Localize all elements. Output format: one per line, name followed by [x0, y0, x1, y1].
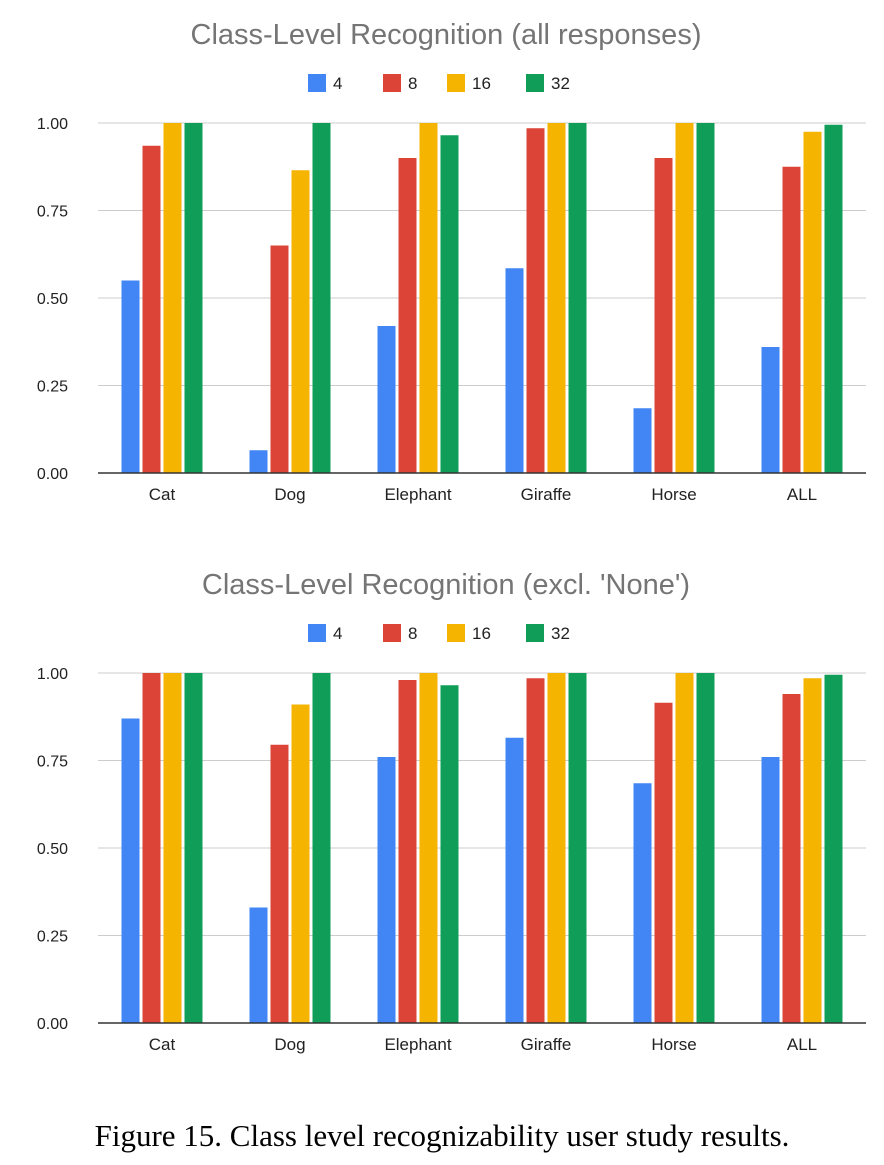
x-tick-label: Dog: [274, 485, 305, 504]
bar-all-4: [761, 347, 780, 473]
bar-horse-16: [675, 123, 694, 473]
bar-giraffe-32: [568, 123, 587, 473]
bar-horse-16: [675, 673, 694, 1023]
y-tick-label: 0.25: [37, 929, 68, 946]
legend-label-8: 8: [408, 624, 417, 643]
chart-all-responses: Class-Level Recognition (all responses) 4…: [0, 0, 884, 520]
x-tick-label: Elephant: [384, 485, 451, 504]
bar-giraffe-4: [505, 737, 524, 1023]
bar-all-8: [782, 694, 801, 1023]
bar-horse-8: [654, 158, 673, 473]
legend-label-16: 16: [472, 74, 491, 93]
legend-label-4: 4: [333, 624, 342, 643]
bar-cat-8: [142, 145, 161, 473]
bar-giraffe-8: [526, 128, 545, 473]
x-tick-label: Horse: [651, 1035, 696, 1054]
bar-cat-4: [121, 718, 140, 1023]
y-tick-label: 0.75: [37, 204, 68, 221]
bar-horse-32: [696, 123, 715, 473]
x-tick-label: Giraffe: [521, 1035, 572, 1054]
bar-all-16: [803, 131, 822, 473]
legend-label-32: 32: [551, 74, 570, 93]
figure-caption: Figure 15. Class level recognizability u…: [94, 1118, 790, 1153]
legend-swatch-4: [308, 624, 326, 642]
legend-label-32: 32: [551, 624, 570, 643]
legend-label-8: 8: [408, 74, 417, 93]
bar-dog-16: [291, 704, 310, 1023]
legend-label-4: 4: [333, 74, 342, 93]
bar-all-8: [782, 166, 801, 473]
chart-title: Class-Level Recognition (excl. 'None'): [202, 569, 690, 601]
x-tick-label: Cat: [149, 485, 176, 504]
bar-cat-32: [184, 123, 203, 473]
legend-label-16: 16: [472, 624, 491, 643]
legend-swatch-16: [447, 74, 465, 92]
bar-dog-4: [249, 907, 268, 1023]
bar-cat-16: [163, 673, 182, 1023]
legend-swatch-32: [526, 74, 544, 92]
x-tick-label: Dog: [274, 1035, 305, 1054]
bar-dog-32: [312, 673, 331, 1023]
chart-svg: Class-Level Recognition (all responses) 4…: [37, 19, 866, 504]
bar-elephant-32: [440, 685, 459, 1023]
y-tick-label: 0.00: [37, 466, 68, 483]
bar-giraffe-16: [547, 673, 566, 1023]
x-tick-label: Horse: [651, 485, 696, 504]
x-tick-label: ALL: [787, 1035, 817, 1054]
bar-dog-8: [270, 744, 289, 1023]
bar-all-32: [824, 674, 843, 1023]
y-tick-label: 0.50: [37, 291, 68, 308]
bar-horse-32: [696, 673, 715, 1023]
bar-horse-4: [633, 408, 652, 473]
bar-giraffe-4: [505, 268, 524, 473]
bar-dog-8: [270, 245, 289, 473]
bar-all-32: [824, 124, 843, 473]
bar-elephant-16: [419, 673, 438, 1023]
legend-swatch-32: [526, 624, 544, 642]
y-tick-label: 0.25: [37, 379, 68, 396]
y-tick-label: 0.75: [37, 754, 68, 771]
bar-elephant-8: [398, 158, 417, 473]
y-tick-label: 0.50: [37, 841, 68, 858]
bar-giraffe-8: [526, 678, 545, 1023]
x-tick-label: Cat: [149, 1035, 176, 1054]
x-tick-label: ALL: [787, 485, 817, 504]
bar-elephant-16: [419, 123, 438, 473]
bar-horse-8: [654, 702, 673, 1023]
legend-swatch-4: [308, 74, 326, 92]
legend-swatch-8: [383, 74, 401, 92]
chart-svg: Class-Level Recognition (excl. 'None') 4 8…: [37, 569, 866, 1054]
y-tick-label: 1.00: [37, 116, 68, 133]
bar-cat-32: [184, 673, 203, 1023]
bar-all-4: [761, 757, 780, 1023]
bar-elephant-4: [377, 757, 396, 1023]
chart-excl-none: Class-Level Recognition (excl. 'None') 4 8…: [0, 550, 884, 1070]
bar-cat-8: [142, 673, 161, 1023]
y-tick-label: 1.00: [37, 666, 68, 683]
legend-swatch-16: [447, 624, 465, 642]
bar-cat-4: [121, 280, 140, 473]
bar-horse-4: [633, 783, 652, 1023]
bar-dog-16: [291, 170, 310, 473]
bar-dog-32: [312, 123, 331, 473]
bar-all-16: [803, 678, 822, 1023]
bar-giraffe-32: [568, 673, 587, 1023]
y-tick-label: 0.00: [37, 1016, 68, 1033]
bar-dog-4: [249, 450, 268, 473]
x-tick-label: Elephant: [384, 1035, 451, 1054]
bar-giraffe-16: [547, 123, 566, 473]
bar-elephant-32: [440, 135, 459, 473]
bar-elephant-4: [377, 326, 396, 473]
bar-elephant-8: [398, 680, 417, 1023]
chart-title: Class-Level Recognition (all responses): [191, 19, 702, 51]
legend-swatch-8: [383, 624, 401, 642]
bar-cat-16: [163, 123, 182, 473]
x-tick-label: Giraffe: [521, 485, 572, 504]
